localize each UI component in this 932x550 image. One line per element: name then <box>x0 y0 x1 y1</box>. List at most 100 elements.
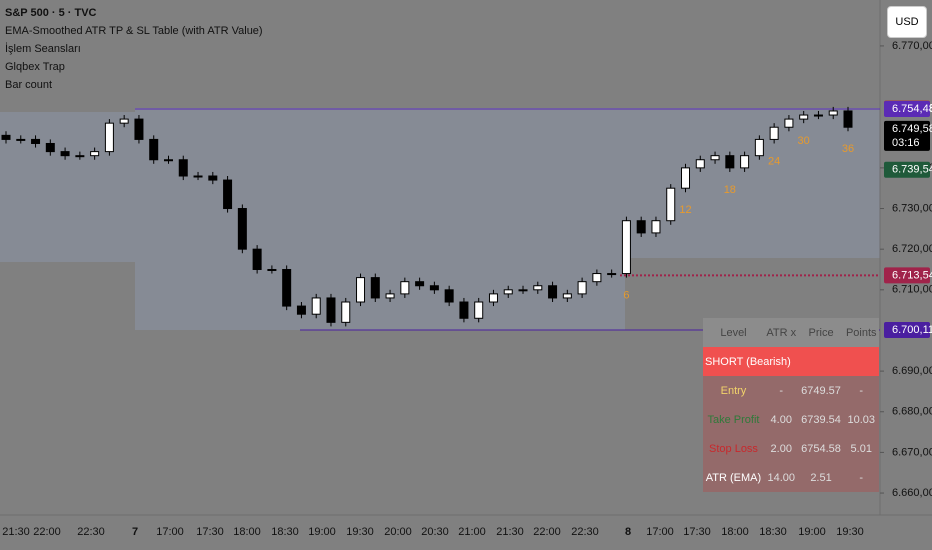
table-row: Entry - 6749.57 - <box>703 376 879 405</box>
table-header: Level ATR x Price Points <box>703 318 879 347</box>
header-cell: Level <box>720 326 747 339</box>
price-label-box <box>884 161 930 178</box>
x-tick-label: 17:00 <box>646 526 674 538</box>
candle-body <box>400 281 410 295</box>
candle-body <box>636 220 646 234</box>
candle-body <box>282 268 292 307</box>
table-cell: 2.00 <box>770 442 792 455</box>
candle-body <box>415 281 425 287</box>
signal-row: SHORT (Bearish) <box>703 347 879 376</box>
header-cell: ATR x <box>766 326 797 339</box>
table-cell: ATR (EMA) <box>705 471 762 484</box>
candle-body <box>784 118 794 128</box>
candle-body <box>577 281 587 295</box>
candle-body <box>341 301 351 323</box>
currency-button[interactable]: USD <box>887 6 927 38</box>
candle-body <box>695 159 705 169</box>
candle-body <box>75 155 85 158</box>
x-tick-label: 21:30 <box>2 526 30 538</box>
x-tick-label: 7 <box>132 526 138 538</box>
candle-body <box>548 285 558 299</box>
price-label: 6.754,48 <box>892 103 932 115</box>
candle-body <box>474 301 484 319</box>
y-tick-label: 6.730,00 <box>892 202 932 214</box>
table-cell: Take Profit <box>707 413 760 426</box>
x-tick-label: 19:30 <box>836 526 864 538</box>
candle-body <box>444 289 454 303</box>
x-tick-label: 21:00 <box>458 526 486 538</box>
y-tick-label: 6.670,00 <box>892 446 932 458</box>
table-cell: 14.00 <box>767 471 796 484</box>
candle-body <box>60 151 70 157</box>
x-tick-label: 19:00 <box>308 526 336 538</box>
candle-body <box>385 293 395 299</box>
signal-cell: SHORT (Bearish) <box>705 355 791 368</box>
header-cell: Points <box>845 326 877 339</box>
x-tick-label: 22:00 <box>33 526 61 538</box>
price-label-box <box>884 322 930 339</box>
candle-body <box>459 301 469 319</box>
candle-body <box>370 277 380 299</box>
price-label: 6.739,54 <box>892 164 932 176</box>
candle-body <box>828 110 838 116</box>
table-row: Take Profit 4.00 6739.54 10.03 <box>703 405 879 434</box>
candle-body <box>296 305 306 315</box>
y-tick-label: 6.720,00 <box>892 243 932 255</box>
x-tick-label: 18:00 <box>721 526 749 538</box>
candle-body <box>429 285 439 291</box>
candle-body <box>104 122 114 153</box>
indicator-name: Glqbex Trap <box>5 61 65 73</box>
indicator-name: Bar count <box>5 79 53 91</box>
candle-body <box>267 268 277 271</box>
bar-count: 18 <box>724 184 736 196</box>
x-tick-label: 22:00 <box>533 526 561 538</box>
table-cell: - <box>779 384 784 397</box>
bar-count: 36 <box>842 143 854 155</box>
candle-body <box>31 138 41 144</box>
candle-body <box>769 126 779 140</box>
header-cell: Price <box>808 326 834 339</box>
countdown: 03:16 <box>892 137 920 149</box>
candle-body <box>193 175 203 178</box>
indicator-name: EMA-Smoothed ATR TP & SL Table (with ATR… <box>5 25 263 37</box>
legend: S&P 500 · 5 · TVC EMA-Smoothed ATR TP & … <box>5 4 263 94</box>
table-cell: - <box>859 384 864 397</box>
candle-body <box>710 155 720 161</box>
atr-table: Level ATR x Price Points SHORT (Bearish) Entr… <box>703 318 879 492</box>
candle-body <box>518 289 528 292</box>
candle-body <box>208 175 218 181</box>
candle-body <box>754 138 764 157</box>
x-tick-label: 19:30 <box>346 526 374 538</box>
table-cell: 6739.54 <box>801 413 841 426</box>
candle-body <box>45 142 55 153</box>
indicator-name: İşlem Seansları <box>5 43 81 55</box>
candle-body <box>311 297 321 315</box>
session-box <box>135 108 625 330</box>
candle-body <box>681 167 691 189</box>
candle-body <box>725 155 735 169</box>
candle-body <box>503 289 513 295</box>
x-tick-label: 22:30 <box>571 526 599 538</box>
x-tick-label: 8 <box>625 526 631 538</box>
candle-body <box>813 114 823 117</box>
x-tick-label: 22:30 <box>77 526 105 538</box>
bar-count: 6 <box>623 290 629 302</box>
table-row: Stop Loss 2.00 6754.58 5.01 <box>703 434 879 463</box>
price-label: 6.713,54 <box>892 269 932 281</box>
table-cell: 2.51 <box>810 471 832 484</box>
candle-body <box>134 118 144 140</box>
candle-body <box>16 138 26 141</box>
y-tick-label: 6.710,00 <box>892 284 932 296</box>
candle-body <box>119 118 129 124</box>
table-cell: Stop Loss <box>709 442 758 455</box>
y-tick-label: 6.690,00 <box>892 365 932 377</box>
candle-body <box>666 187 676 222</box>
y-tick-label: 6.660,00 <box>892 487 932 499</box>
session-box <box>625 108 880 258</box>
price-label: 6.700,11 <box>892 324 932 336</box>
candle-body <box>356 277 366 303</box>
price-label: 6.749,58 <box>892 123 932 135</box>
candle-body <box>621 220 631 275</box>
